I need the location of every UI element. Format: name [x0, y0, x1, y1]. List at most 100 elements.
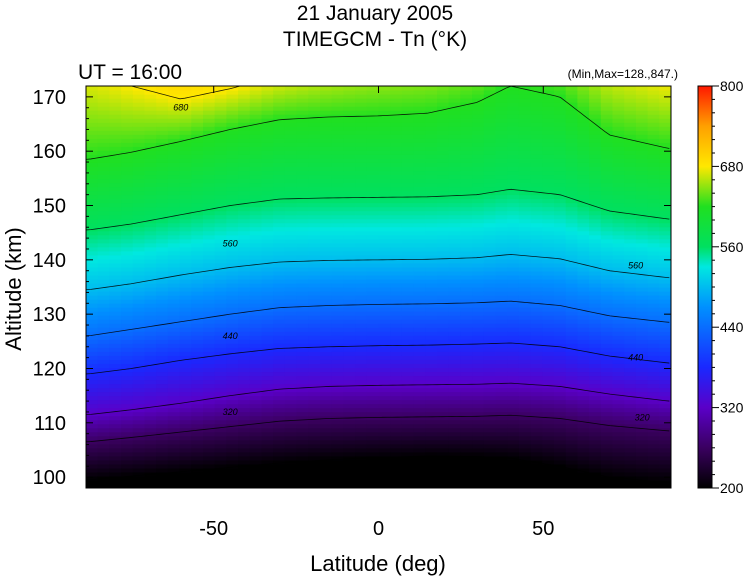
heatmap-cell [320, 222, 333, 228]
heatmap-cell [226, 431, 239, 437]
heatmap-cell [86, 222, 99, 228]
heatmap-cell [647, 242, 660, 248]
heatmap-cell [167, 367, 181, 373]
heatmap-cell [296, 483, 309, 488]
heatmap-cell [273, 266, 286, 272]
heatmap-cell [320, 198, 333, 204]
heatmap-cell [425, 287, 438, 292]
heatmap-cell [156, 182, 169, 188]
heatmap-cell [647, 186, 660, 192]
heatmap-cell [179, 230, 192, 236]
heatmap-cell [401, 427, 415, 433]
heatmap-cell [97, 303, 110, 308]
heatmap-cell [214, 315, 227, 320]
heatmap-cell [179, 238, 192, 244]
heatmap-cell [226, 210, 239, 216]
heatmap-cell [284, 311, 298, 316]
heatmap-cell [167, 411, 181, 417]
heatmap-cell [214, 351, 227, 356]
heatmap-cell [203, 339, 216, 344]
heatmap-cell [600, 122, 614, 127]
heatmap-cell [635, 278, 649, 284]
heatmap-cell [179, 186, 192, 192]
heatmap-cell [249, 351, 263, 356]
heatmap-cell [495, 315, 508, 320]
heatmap-cell [413, 86, 426, 91]
heatmap-cell [191, 391, 204, 397]
heatmap-cell [577, 194, 590, 200]
heatmap-cell [284, 238, 298, 244]
heatmap-cell [284, 363, 298, 368]
heatmap-cell [600, 114, 614, 119]
heatmap-cell [659, 403, 671, 409]
heatmap-cell [401, 234, 415, 240]
heatmap-cell [179, 339, 192, 344]
heatmap-cell [308, 351, 321, 356]
heatmap-cell [577, 407, 590, 413]
heatmap-cell [214, 387, 227, 393]
heatmap-cell [647, 291, 660, 296]
heatmap-cell [472, 443, 485, 449]
heatmap-cell [589, 150, 602, 155]
heatmap-cell [144, 282, 157, 288]
heatmap-cell [425, 335, 438, 340]
heatmap-cell [355, 258, 368, 264]
heatmap-cell [226, 335, 239, 340]
heatmap-cell [565, 331, 578, 336]
heatmap-cell [413, 122, 426, 127]
heatmap-cell [589, 270, 602, 276]
heatmap-cell [273, 427, 286, 433]
heatmap-cell [132, 443, 146, 449]
heatmap-cell [261, 411, 274, 417]
heatmap-cell [296, 210, 309, 216]
heatmap-cell [179, 331, 192, 336]
heatmap-cell [413, 226, 426, 232]
heatmap-cell [144, 355, 157, 360]
heatmap-cell [530, 319, 543, 324]
heatmap-cell [530, 258, 543, 264]
heatmap-cell [355, 178, 368, 184]
heatmap-cell [425, 146, 438, 151]
heatmap-cell [647, 379, 660, 385]
heatmap-cell [448, 447, 461, 453]
heatmap-cell [121, 178, 134, 184]
heatmap-cell [355, 186, 368, 192]
heatmap-cell [612, 315, 625, 320]
heatmap-cell [542, 230, 555, 236]
heatmap-cell [472, 363, 485, 368]
heatmap-cell [366, 194, 380, 200]
heatmap-cell [284, 427, 298, 433]
heatmap-cell [273, 311, 286, 316]
heatmap-cell [378, 138, 391, 143]
heatmap-cell [331, 379, 344, 385]
heatmap-cell [612, 319, 625, 324]
heatmap-cell [109, 383, 122, 389]
heatmap-cell [366, 94, 380, 99]
heatmap-cell [659, 471, 671, 477]
heatmap-cell [507, 419, 520, 425]
heatmap-cell [156, 146, 169, 151]
heatmap-cell [390, 210, 403, 216]
heatmap-cell [460, 343, 473, 348]
heatmap-cell [483, 226, 497, 232]
heatmap-cell [577, 186, 590, 192]
heatmap-cell [507, 282, 520, 288]
heatmap-cell [343, 270, 356, 276]
heatmap-cell [401, 254, 415, 260]
heatmap-cell [483, 331, 497, 336]
heatmap-cell [448, 315, 461, 320]
heatmap-cell [624, 118, 637, 123]
heatmap-cell [425, 254, 438, 260]
heatmap-cell [460, 134, 473, 139]
heatmap-cell [577, 347, 590, 352]
heatmap-cell [308, 114, 321, 119]
heatmap-cell [226, 182, 239, 188]
heatmap-cell [600, 178, 614, 184]
heatmap-cell [495, 158, 508, 163]
heatmap-cell [483, 186, 497, 192]
heatmap-cell [238, 130, 251, 135]
heatmap-cell [635, 194, 649, 200]
heatmap-cell [448, 270, 461, 276]
heatmap-cell [507, 238, 520, 244]
heatmap-cell [460, 202, 473, 208]
